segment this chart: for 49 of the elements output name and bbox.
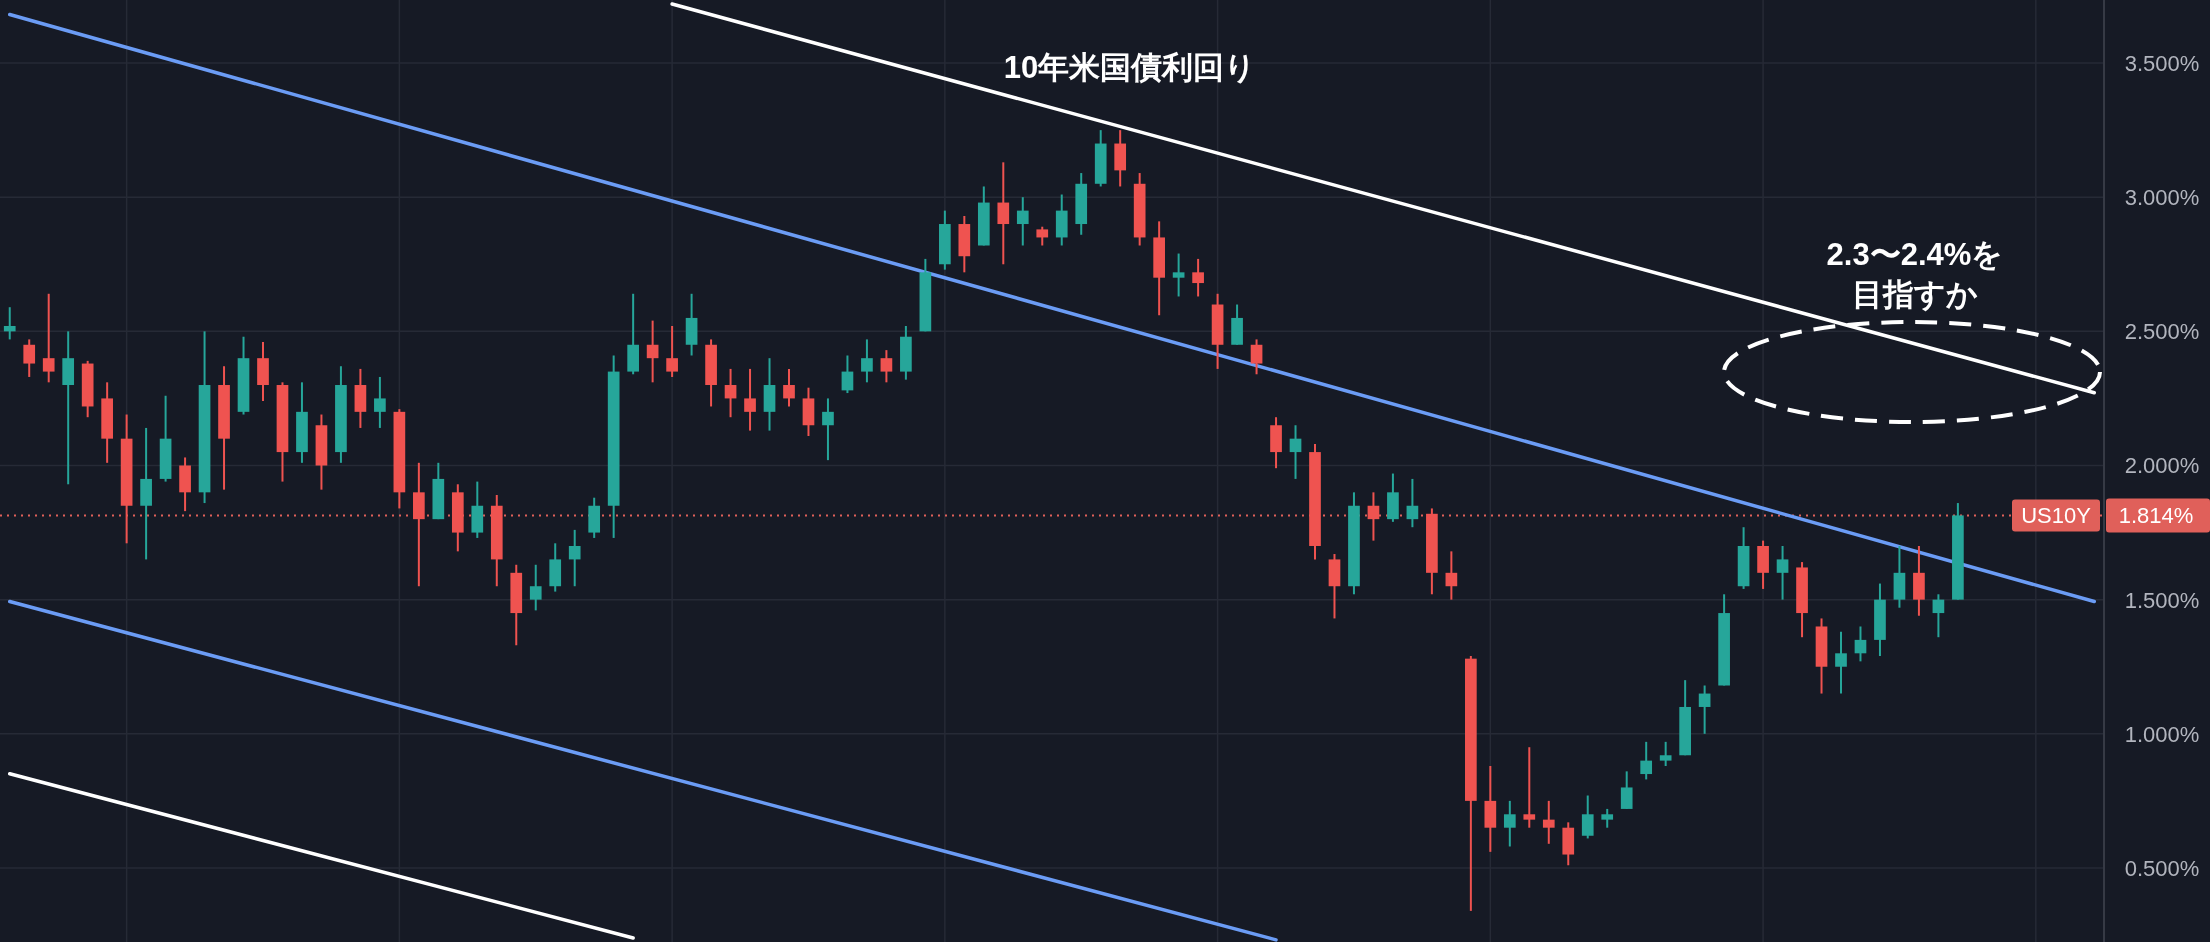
candlestick xyxy=(1289,424,1302,480)
y-tick-label: 2.500% xyxy=(2124,319,2200,345)
candlestick xyxy=(1542,799,1555,845)
candlestick xyxy=(1659,740,1672,767)
y-tick-label: 3.000% xyxy=(2124,185,2200,211)
candlestick xyxy=(1581,794,1594,840)
candlestick xyxy=(529,563,542,612)
candlestick xyxy=(997,161,1010,266)
candlestick xyxy=(1367,491,1380,542)
candlestick xyxy=(1503,799,1516,848)
candlestick xyxy=(1445,550,1458,601)
candlestick xyxy=(23,338,36,378)
annotation: 2.3〜2.4%を目指すか xyxy=(1826,237,2004,312)
candlestick xyxy=(783,367,795,408)
candlestick xyxy=(880,349,893,384)
candlestick xyxy=(3,306,16,341)
candlestick xyxy=(1192,257,1204,298)
candlestick xyxy=(1036,225,1049,247)
y-tick-label: 3.500% xyxy=(2124,51,2200,77)
candlestick xyxy=(1620,770,1633,810)
ref-line-label: US10Y xyxy=(2021,503,2092,529)
candlestick xyxy=(42,292,55,384)
candlestick xyxy=(724,367,737,419)
candlestick xyxy=(1640,740,1653,781)
text: 1.814% xyxy=(2118,503,2194,529)
y-tick-label: 2.000% xyxy=(2124,453,2200,479)
candlestick xyxy=(1698,684,1711,735)
text: 10年米国債利回り xyxy=(1003,50,1257,85)
y-tick-label: 0.500% xyxy=(2124,855,2200,881)
candlestick xyxy=(646,319,659,384)
candlestick xyxy=(1250,338,1263,376)
candlestick xyxy=(744,367,756,432)
candlestick xyxy=(666,324,678,378)
candlestick xyxy=(1854,625,1867,663)
candlestick xyxy=(1016,196,1029,247)
candlestick xyxy=(822,397,834,462)
candlestick xyxy=(1406,477,1419,529)
candlestick xyxy=(1601,807,1614,829)
candlestick xyxy=(1932,593,1945,639)
candlestick xyxy=(1776,544,1789,601)
candlestick xyxy=(841,354,854,395)
candlestick xyxy=(568,528,581,588)
candlestick xyxy=(1835,630,1847,695)
y-tick-label: 1.500% xyxy=(2124,587,2200,613)
candlestick xyxy=(374,375,386,429)
candlestick xyxy=(1523,746,1536,829)
y-tick-label: 1.000% xyxy=(2124,721,2200,747)
candlestick xyxy=(861,338,873,384)
candlestick xyxy=(1172,252,1185,298)
